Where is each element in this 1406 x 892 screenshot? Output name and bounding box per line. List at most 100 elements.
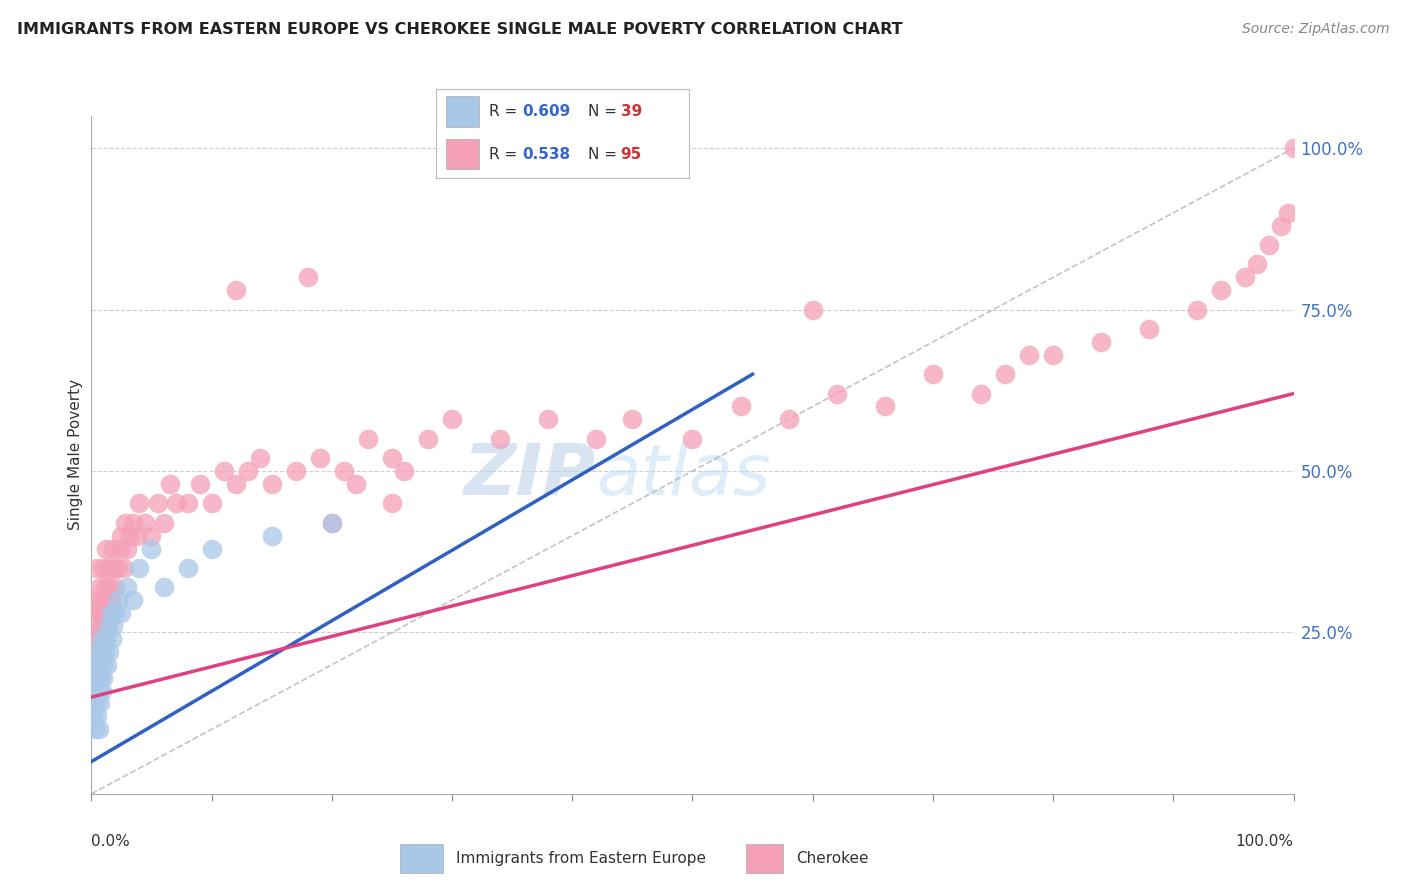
Point: [128, 496, 150, 510]
Text: 0.538: 0.538: [522, 147, 569, 161]
Point: [333, 464, 356, 478]
Point: [922, 368, 945, 382]
Point: [96, 561, 118, 575]
Point: [1246, 257, 1268, 271]
Point: [381, 451, 404, 466]
Point: [357, 432, 380, 446]
Point: [98, 580, 121, 594]
Point: [585, 432, 607, 446]
Text: atlas: atlas: [596, 441, 770, 509]
Point: [107, 561, 129, 575]
Point: [84, 645, 107, 659]
Point: [84, 645, 107, 659]
Point: [225, 283, 247, 297]
Point: [89, 580, 111, 594]
Point: [90, 645, 112, 659]
Point: [212, 464, 235, 478]
Point: [101, 541, 124, 556]
Point: [82, 709, 104, 723]
Point: [101, 632, 124, 646]
Point: [1258, 238, 1281, 252]
Point: [392, 464, 415, 478]
Point: [125, 528, 148, 542]
Point: [100, 561, 122, 575]
Point: [225, 477, 247, 491]
Point: [86, 632, 108, 646]
Point: [86, 709, 108, 723]
Point: [91, 619, 114, 633]
Point: [93, 632, 115, 646]
Point: [93, 561, 115, 575]
Point: [165, 496, 187, 510]
Point: [112, 561, 135, 575]
Point: [825, 386, 848, 401]
Text: 95: 95: [620, 147, 643, 161]
Point: [176, 561, 198, 575]
Point: [107, 593, 129, 607]
Point: [86, 671, 108, 685]
Text: 0.609: 0.609: [522, 104, 571, 119]
Point: [114, 516, 136, 530]
Text: 39: 39: [620, 104, 643, 119]
Point: [84, 671, 107, 685]
Point: [152, 580, 174, 594]
Point: [93, 671, 115, 685]
Point: [1137, 322, 1160, 336]
Point: [381, 496, 404, 510]
Point: [91, 683, 114, 698]
Text: N =: N =: [588, 147, 621, 161]
Point: [284, 464, 307, 478]
Point: [537, 412, 560, 426]
Point: [201, 496, 224, 510]
Text: ZIP: ZIP: [464, 441, 596, 509]
Text: 100.0%: 100.0%: [1236, 834, 1294, 849]
Point: [489, 432, 512, 446]
Point: [93, 606, 115, 620]
Point: [128, 561, 150, 575]
Text: 0.0%: 0.0%: [91, 834, 131, 849]
Point: [994, 368, 1017, 382]
Point: [1090, 334, 1112, 349]
Point: [84, 657, 107, 672]
Point: [1270, 219, 1292, 233]
Point: [146, 496, 169, 510]
Point: [249, 451, 271, 466]
Point: [84, 593, 107, 607]
Point: [91, 606, 114, 620]
Point: [110, 528, 132, 542]
Point: [90, 593, 112, 607]
Point: [308, 451, 330, 466]
Point: [90, 645, 112, 659]
Point: [101, 619, 124, 633]
Point: [1042, 348, 1064, 362]
Point: [260, 477, 283, 491]
Point: [1018, 348, 1040, 362]
FancyBboxPatch shape: [446, 96, 479, 127]
Point: [97, 593, 120, 607]
Point: [87, 723, 110, 737]
Point: [1277, 206, 1299, 220]
Text: Source: ZipAtlas.com: Source: ZipAtlas.com: [1241, 22, 1389, 37]
Point: [89, 697, 111, 711]
Point: [141, 528, 163, 542]
Point: [82, 671, 104, 685]
Point: [84, 723, 107, 737]
Point: [96, 619, 118, 633]
Point: [134, 516, 156, 530]
Point: [91, 632, 114, 646]
Point: [103, 561, 125, 575]
Point: [1211, 283, 1233, 297]
Point: [90, 671, 112, 685]
Point: [141, 541, 163, 556]
Point: [201, 541, 224, 556]
Point: [344, 477, 367, 491]
Point: [159, 477, 181, 491]
Point: [110, 541, 132, 556]
Point: [101, 593, 124, 607]
Point: [104, 606, 127, 620]
Point: [117, 541, 139, 556]
Text: R =: R =: [489, 147, 522, 161]
Text: IMMIGRANTS FROM EASTERN EUROPE VS CHEROKEE SINGLE MALE POVERTY CORRELATION CHART: IMMIGRANTS FROM EASTERN EUROPE VS CHEROK…: [17, 22, 903, 37]
Y-axis label: Single Male Poverty: Single Male Poverty: [67, 379, 83, 531]
Point: [94, 593, 117, 607]
